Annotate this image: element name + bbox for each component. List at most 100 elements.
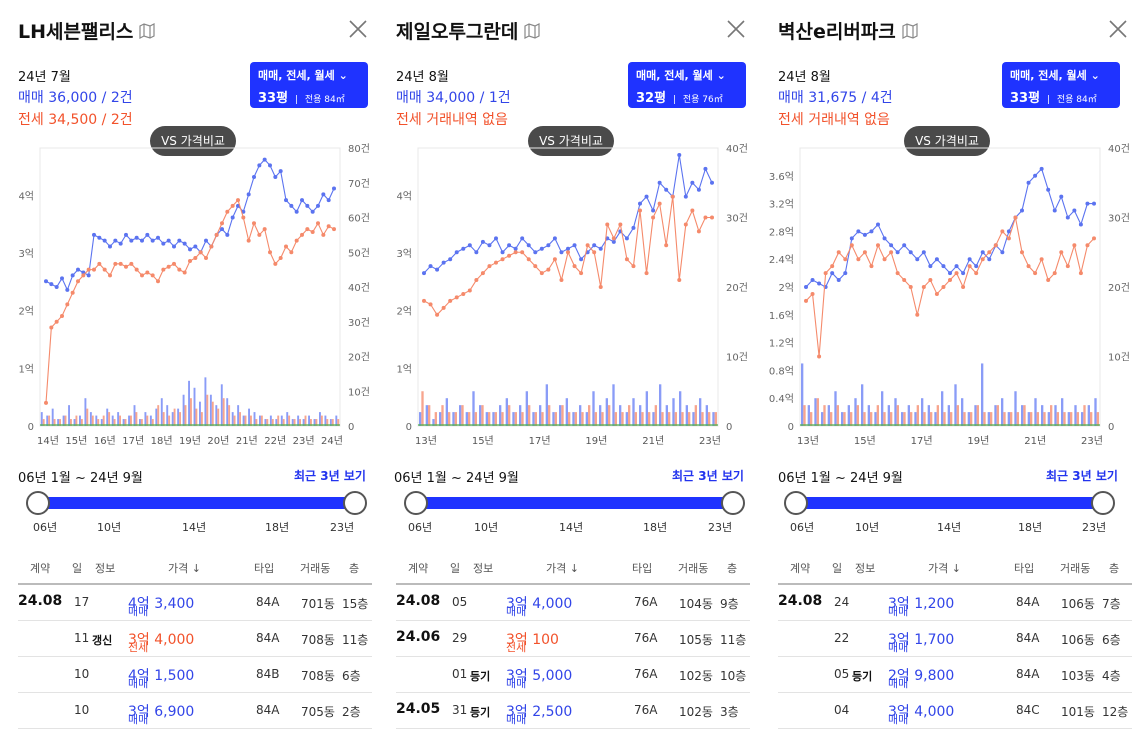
table-row[interactable]: 01 등기 76A 102동 10층 매매 3억 5,000: [396, 657, 750, 693]
col-info[interactable]: 정보: [473, 562, 494, 575]
map-icon[interactable]: [524, 22, 540, 39]
slider-tick: 18년: [265, 521, 290, 534]
volume-bar-sale: [712, 412, 715, 426]
jeonse-point: [869, 264, 874, 269]
price-chart[interactable]: 0 1억 2억 3억 4억 0 10건 20건 30건 40건 50건 60건 70건 80건 14년 15년…: [0, 138, 375, 463]
col-floor[interactable]: 층: [727, 562, 738, 575]
price-chart[interactable]: 0 0.4억 0.8억 1.2억 1.6억 2억 2.4억 2.8억 3.2억 3.6억 0 10건 2…: [760, 138, 1135, 463]
col-contract[interactable]: 계약: [408, 562, 429, 575]
col-floor[interactable]: 층: [349, 562, 360, 575]
volume-bar-jeonse: [244, 415, 247, 426]
col-info[interactable]: 정보: [855, 562, 876, 575]
trade-type-select[interactable]: 매매, 전세, 월세 ⌄ 33평 | 전용 84㎡: [250, 62, 368, 108]
table-row[interactable]: 22 84A 106동 6층 매매 3억 1,700: [778, 621, 1132, 657]
sale-point: [273, 174, 278, 179]
table-row[interactable]: 24.06 29 76A 105동 11층 전세 3억 100: [396, 621, 750, 657]
vs-compare-button[interactable]: VS 가격비교: [528, 126, 614, 156]
jeonse-point: [579, 271, 584, 276]
apartment-title[interactable]: 벽산e리버파크: [778, 17, 918, 44]
sale-point: [494, 236, 498, 241]
vs-compare-button[interactable]: VS 가격비교: [150, 126, 236, 156]
recent-3y-link[interactable]: 최근 3년 보기: [1046, 469, 1118, 483]
sale-point: [172, 244, 176, 249]
date-range-track[interactable]: [794, 497, 1102, 509]
volume-bar-jeonse: [930, 412, 933, 426]
col-dong[interactable]: 거래동: [1060, 562, 1091, 575]
recent-3y-link[interactable]: 최근 3년 보기: [294, 469, 366, 483]
col-info[interactable]: 정보: [95, 562, 116, 575]
jeonse-point: [209, 244, 214, 249]
table-row[interactable]: 24.08 05 76A 104동 9층 매매 3억 4,000: [396, 585, 750, 621]
jeonse-point: [710, 215, 714, 220]
table-row[interactable]: 24.08 24 84A 106동 7층 매매 3억 1,200: [778, 585, 1132, 621]
col-contract[interactable]: 계약: [790, 562, 811, 575]
volume-bar-sale: [679, 391, 682, 426]
table-row[interactable]: 24.08 17 84A 701동 15층 매매 4억 3,400: [18, 585, 372, 621]
table-row[interactable]: 10 84A 705동 2층 매매 3억 6,900: [18, 693, 372, 729]
range-end-handle[interactable]: [1091, 491, 1115, 515]
col-dong[interactable]: 거래동: [678, 562, 709, 575]
col-type[interactable]: 타입: [254, 562, 275, 575]
unit-type: 76A: [634, 667, 658, 681]
col-contract[interactable]: 계약: [30, 562, 51, 575]
volume-bar-jeonse: [168, 415, 171, 426]
col-day[interactable]: 일: [450, 562, 461, 575]
table-row[interactable]: 04 84C 101동 12층 매매 3억 4,000: [778, 693, 1132, 729]
table-row[interactable]: 10 84B 708동 6층 매매 4억 1,500: [18, 657, 372, 693]
volume-bar-sale: [659, 384, 662, 426]
jeonse-point: [513, 250, 518, 255]
volume-bar-sale: [275, 419, 278, 426]
volume-bar-sale: [79, 415, 81, 426]
col-type[interactable]: 타입: [1014, 562, 1035, 575]
range-start-handle[interactable]: [784, 491, 808, 515]
recent-3y-link[interactable]: 최근 3년 보기: [672, 469, 744, 483]
date-range-track[interactable]: [416, 497, 732, 509]
col-floor[interactable]: 층: [1109, 562, 1120, 575]
sale-point: [1092, 201, 1096, 206]
apartment-title[interactable]: LH세븐팰리스: [18, 17, 156, 44]
sale-point: [161, 241, 166, 246]
apartment-title[interactable]: 제일오투그란데: [396, 17, 540, 44]
trade-kind: 전세: [128, 641, 149, 654]
vs-compare-button[interactable]: VS 가격비교: [904, 126, 990, 156]
col-dong[interactable]: 거래동: [300, 562, 331, 575]
table-row[interactable]: 05 등기 84A 103동 4층 매매 2억 9,800: [778, 657, 1132, 693]
close-icon[interactable]: [1107, 18, 1129, 40]
range-end-handle[interactable]: [721, 491, 745, 515]
col-type[interactable]: 타입: [632, 562, 653, 575]
sale-point: [294, 209, 299, 214]
price-chart[interactable]: 0 1억 2억 3억 4억 0 10건 20건 30건 40건 13년 15년 17년 19년 21년 23년: [378, 138, 753, 463]
volume-bar-sale: [947, 405, 950, 426]
date-range-track[interactable]: [38, 497, 354, 509]
trade-kind: 매매: [128, 677, 149, 690]
volume-bar-jeonse: [173, 408, 176, 426]
sale-point: [49, 282, 54, 287]
trade-type-select[interactable]: 매매, 전세, 월세 ⌄ 33평 | 전용 84㎡: [1002, 62, 1120, 108]
map-icon[interactable]: [139, 22, 156, 39]
table-row[interactable]: 24.05 31 등기 76A 102동 3층 매매 3억 2,500: [396, 693, 750, 729]
map-icon[interactable]: [902, 22, 918, 39]
floor: 12층: [1102, 705, 1129, 719]
col-day[interactable]: 일: [72, 562, 83, 575]
table-row[interactable]: 11 갱신 84A 708동 11층 전세 3억 4,000: [18, 621, 372, 657]
range-end-handle[interactable]: [343, 491, 367, 515]
dong: 708동: [301, 633, 335, 647]
day: 05: [834, 667, 850, 681]
sale-point: [448, 257, 453, 262]
close-icon[interactable]: [347, 18, 369, 40]
col-price[interactable]: 가격 ↓: [546, 562, 579, 575]
col-day[interactable]: 일: [832, 562, 843, 575]
trade-type-select[interactable]: 매매, 전세, 월세 ⌄ 32평 | 전용 76㎡: [628, 62, 746, 108]
volume-bar-jeonse: [310, 419, 312, 426]
volume-bar-jeonse: [331, 419, 334, 426]
col-price[interactable]: 가격 ↓: [168, 562, 201, 575]
volume-bar-sale: [874, 412, 877, 426]
x-tick: 15년: [65, 435, 87, 447]
close-icon[interactable]: [725, 18, 747, 40]
range-start-handle[interactable]: [404, 491, 428, 515]
col-price[interactable]: 가격 ↓: [928, 562, 961, 575]
volume-bar-sale: [308, 415, 310, 426]
volume-bar-jeonse: [293, 419, 296, 426]
range-start-handle[interactable]: [26, 491, 50, 515]
sale-point: [513, 246, 518, 251]
